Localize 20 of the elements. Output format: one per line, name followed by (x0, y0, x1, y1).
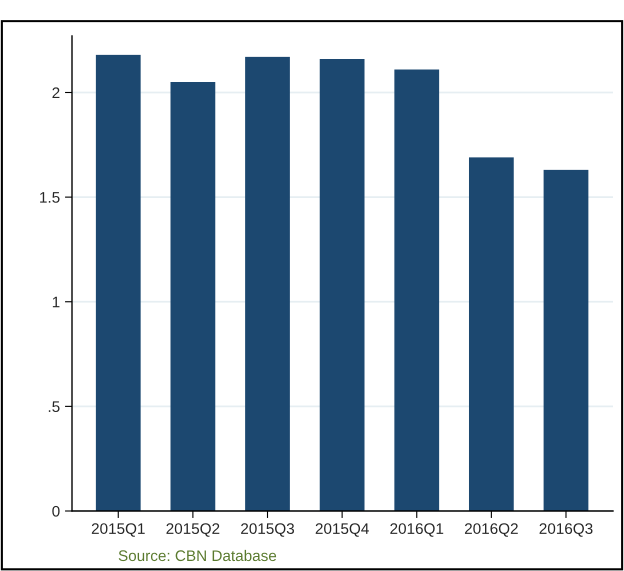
bar (96, 54, 141, 511)
x-tick-label: 2015Q4 (316, 523, 369, 537)
x-tick-label: 2015Q1 (92, 523, 145, 537)
y-tick-label: 1 (52, 296, 60, 308)
bar (544, 170, 588, 511)
x-tick-label: 2015Q2 (166, 523, 220, 537)
x-tick-label: 2016Q3 (540, 523, 593, 537)
bar (394, 69, 440, 511)
y-tick-label: 0 (52, 506, 60, 517)
source-note: Source: CBN Database (118, 550, 276, 562)
y-tick-label: 2 (52, 87, 60, 98)
x-tick-label: 2016Q2 (464, 523, 518, 537)
y-tick-label: .5 (48, 401, 60, 412)
x-tick-label: 2015Q3 (241, 523, 294, 537)
bar (170, 82, 216, 511)
y-tick-label: 1.5 (40, 192, 60, 203)
bar (320, 59, 365, 511)
bar (468, 157, 514, 511)
x-tick-label: 2016Q1 (390, 523, 444, 537)
bar (245, 56, 290, 511)
